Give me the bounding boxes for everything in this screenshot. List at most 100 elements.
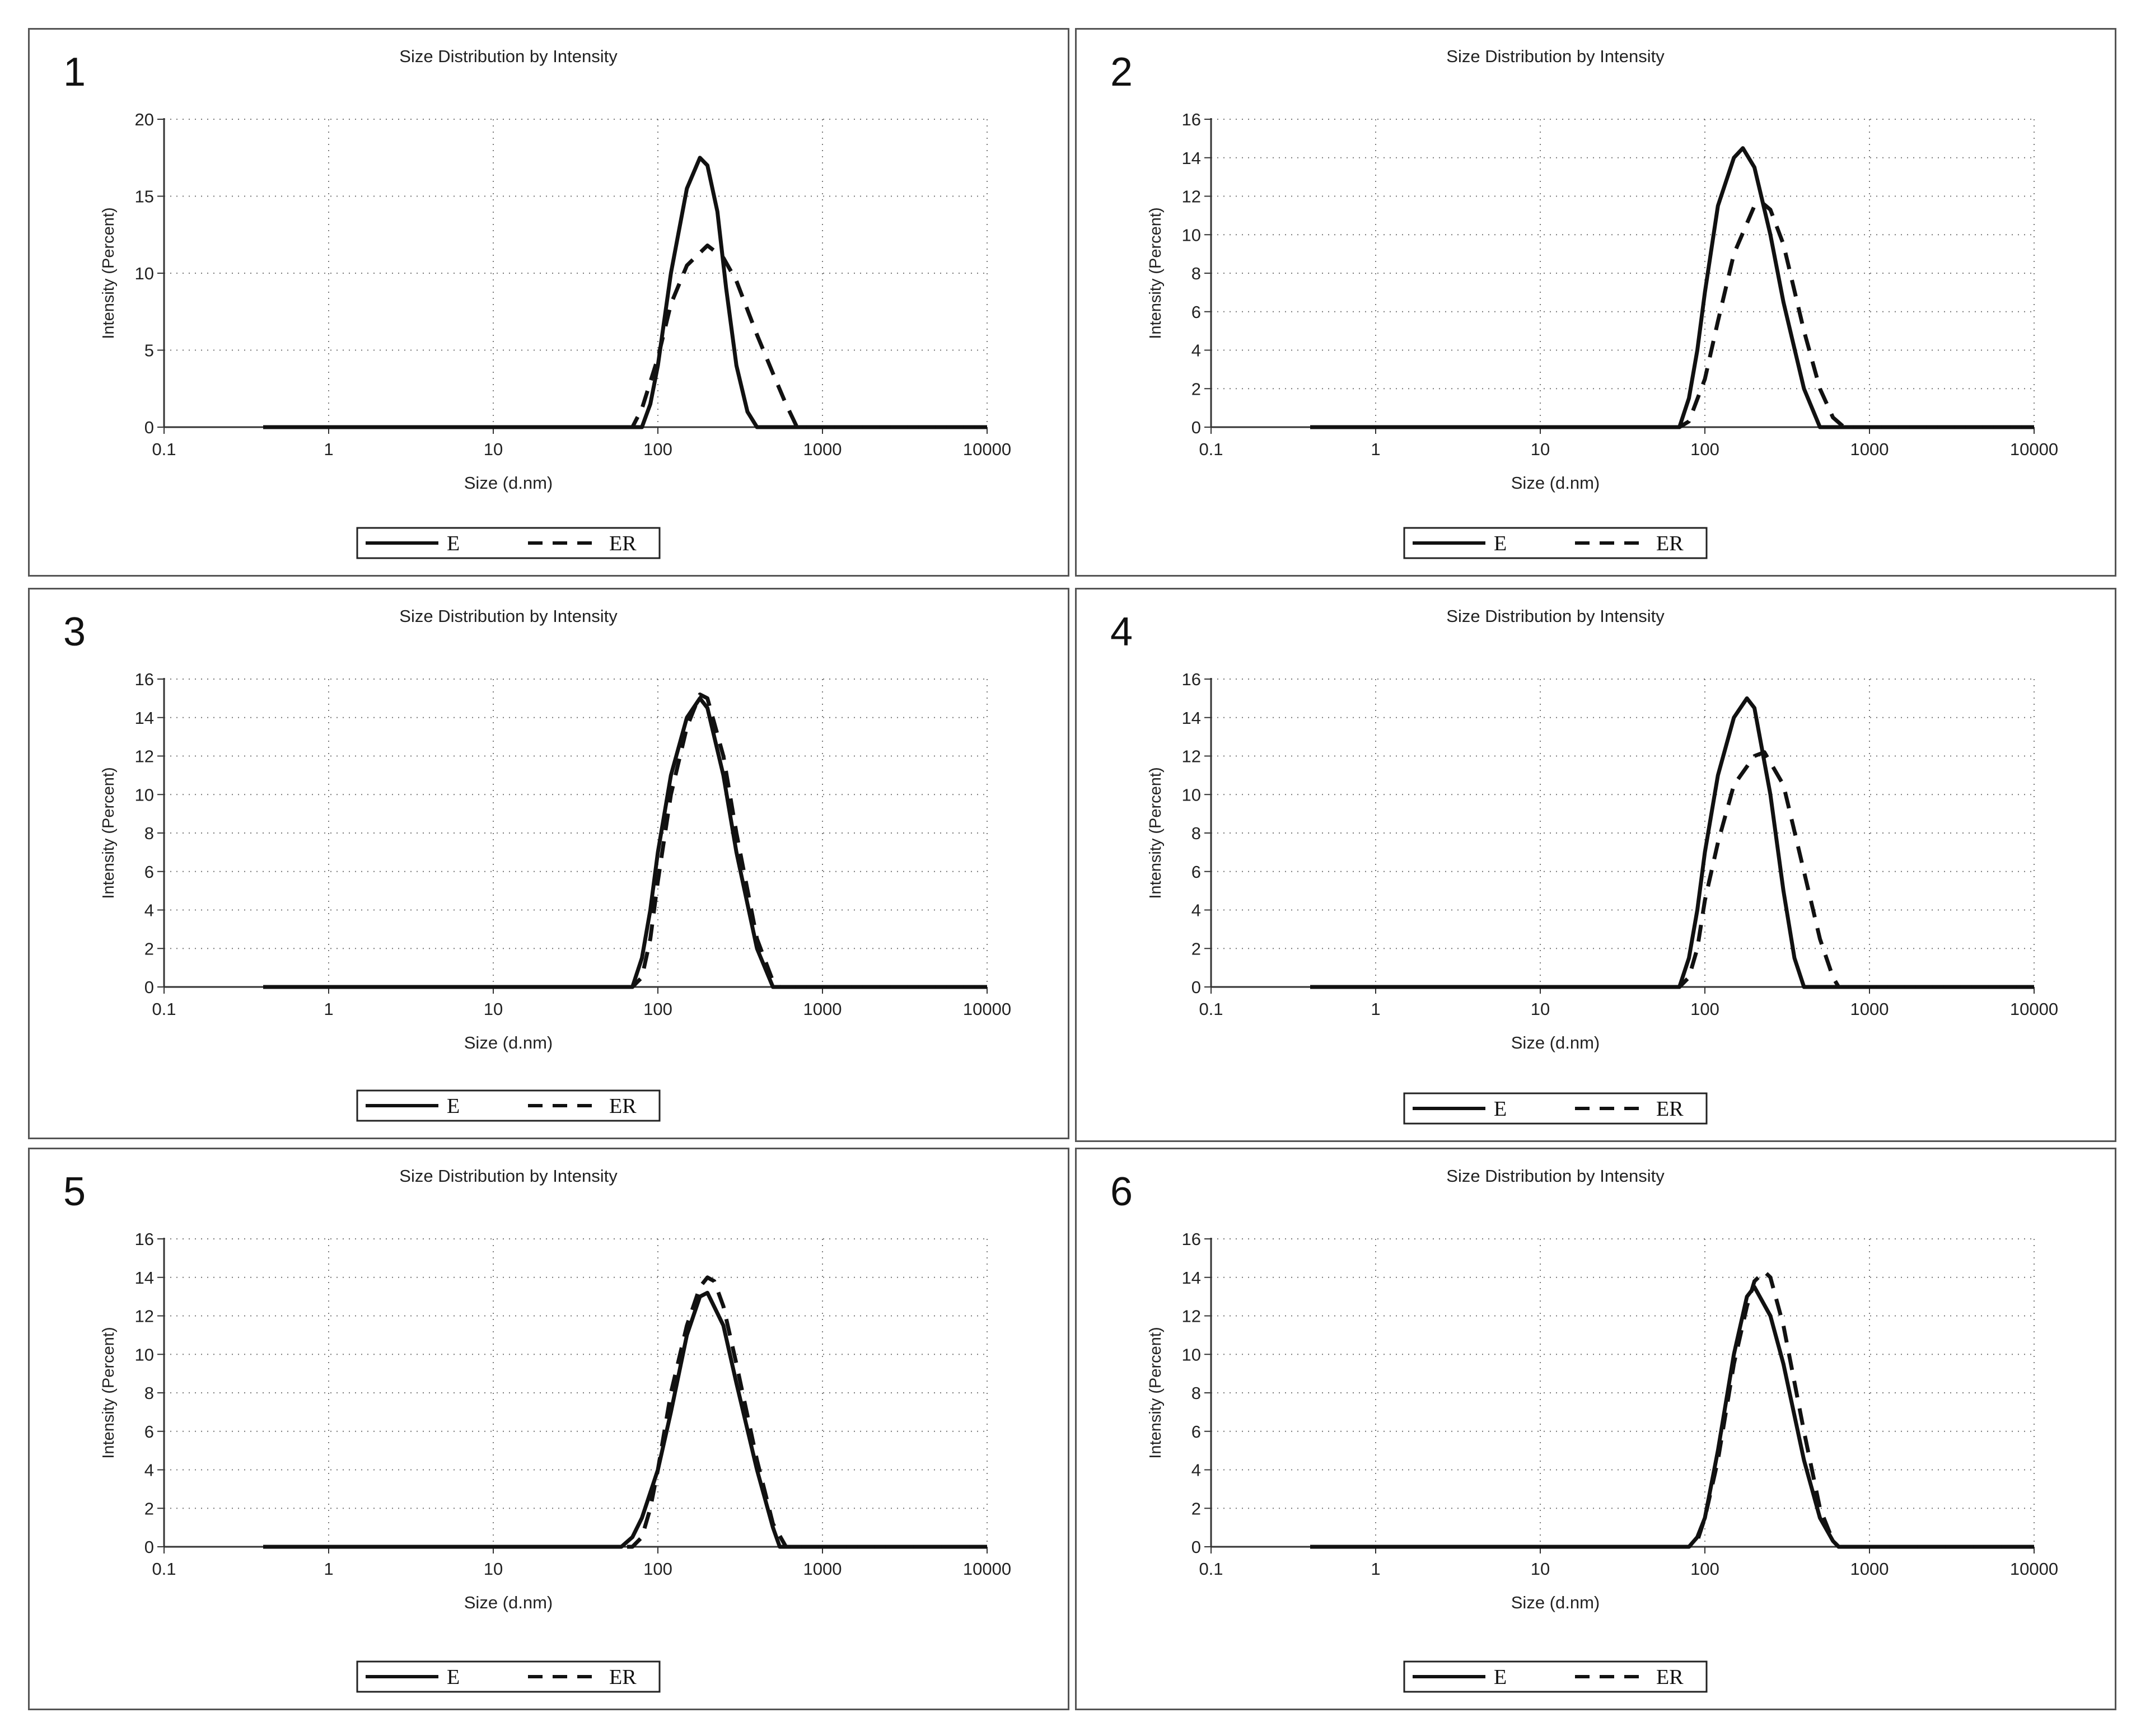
y-tick-label: 6 xyxy=(144,1422,154,1442)
series-line-ER xyxy=(1310,750,2034,989)
legend-label-ER: ER xyxy=(1656,532,1684,555)
x-tick-label: 1000 xyxy=(1850,1559,1889,1579)
chart-title: Size Distribution by Intensity xyxy=(399,606,618,626)
y-tick-label: 10 xyxy=(135,785,154,804)
y-tick-label: 14 xyxy=(135,708,154,728)
x-tick-label: 10 xyxy=(1531,439,1550,459)
legend-label-E: E xyxy=(1494,1097,1507,1121)
chart-svg: 3 Size Distribution by Intensity 0 2 4 6 8 10 12… xyxy=(63,606,1011,1122)
series-line-ER xyxy=(263,244,987,429)
x-tick-label: 1000 xyxy=(803,1559,842,1579)
x-axis-label: Size (d.nm) xyxy=(1511,1593,1600,1612)
y-tick-label: 6 xyxy=(1191,862,1201,882)
legend-label-ER: ER xyxy=(609,1665,637,1689)
legend-label-ER: ER xyxy=(609,532,637,555)
y-tick-label: 8 xyxy=(1191,823,1201,843)
x-tick-label: 10 xyxy=(484,1559,503,1579)
y-tick-label: 6 xyxy=(144,862,154,882)
chart-svg: 1 Size Distribution by Intensity 0 5 10 15 20 0… xyxy=(63,46,1011,559)
x-tick-label: 10000 xyxy=(2010,439,2058,459)
y-tick-label: 2 xyxy=(1191,1499,1201,1518)
panel-number: 6 xyxy=(1110,1169,1133,1214)
legend-label-E: E xyxy=(447,1665,460,1689)
y-axis-label: Intensity (Percent) xyxy=(1147,767,1165,899)
legend-label-E: E xyxy=(1494,532,1507,555)
x-axis-label: Size (d.nm) xyxy=(1511,473,1600,493)
x-tick-label: 1 xyxy=(1371,1559,1380,1579)
x-tick-label: 1 xyxy=(324,1559,333,1579)
x-axis-label: Size (d.nm) xyxy=(464,1033,553,1052)
x-tick-label: 1000 xyxy=(1850,999,1889,1019)
y-tick-label: 14 xyxy=(1182,708,1201,728)
y-tick-label: 12 xyxy=(135,1307,154,1326)
chart-title: Size Distribution by Intensity xyxy=(399,1166,618,1186)
chart-svg: 5 Size Distribution by Intensity 0 2 4 6 8 10 12… xyxy=(63,1166,1011,1693)
y-tick-label: 4 xyxy=(1191,901,1201,920)
x-tick-label: 10000 xyxy=(963,999,1011,1019)
y-tick-label: 15 xyxy=(135,187,154,207)
panel-number: 2 xyxy=(1110,50,1133,95)
y-tick-label: 0 xyxy=(144,977,154,997)
legend-label-ER: ER xyxy=(1656,1097,1684,1121)
y-tick-label: 16 xyxy=(1182,110,1201,129)
y-tick-label: 6 xyxy=(1191,302,1201,322)
y-tick-label: 16 xyxy=(1182,670,1201,689)
series-line-ER xyxy=(263,692,987,989)
chart-svg: 2 Size Distribution by Intensity 0 2 4 6 8 10 12… xyxy=(1110,46,2058,559)
y-tick-label: 4 xyxy=(144,1461,154,1480)
x-tick-label: 10000 xyxy=(2010,999,2058,1019)
x-tick-label: 100 xyxy=(1690,1559,1719,1579)
y-axis-label: Intensity (Percent) xyxy=(1147,1327,1165,1458)
x-tick-label: 0.1 xyxy=(1199,1559,1223,1579)
series-line-E xyxy=(1310,696,2034,989)
x-tick-label: 1 xyxy=(1371,999,1380,1019)
x-tick-label: 1 xyxy=(324,439,333,459)
y-tick-label: 8 xyxy=(144,1383,154,1403)
x-axis-label: Size (d.nm) xyxy=(1511,1033,1600,1052)
x-tick-label: 10 xyxy=(1531,1559,1550,1579)
x-tick-label: 1 xyxy=(324,999,333,1019)
y-tick-label: 6 xyxy=(1191,1422,1201,1442)
y-tick-label: 5 xyxy=(144,341,154,361)
chart-panel-4: 4 Size Distribution by Intensity 0 2 4 6 8 10 12… xyxy=(1075,588,2116,1142)
y-tick-label: 10 xyxy=(135,264,154,283)
x-tick-label: 1000 xyxy=(1850,439,1889,459)
legend-label-ER: ER xyxy=(609,1094,637,1118)
y-axis-label: Intensity (Percent) xyxy=(100,1327,118,1458)
y-axis-label: Intensity (Percent) xyxy=(1147,207,1165,339)
x-tick-label: 0.1 xyxy=(1199,439,1223,459)
x-tick-label: 10000 xyxy=(963,1559,1011,1579)
x-tick-label: 0.1 xyxy=(152,439,176,459)
chart-panel-2: 2 Size Distribution by Intensity 0 2 4 6 8 10 12… xyxy=(1075,28,2116,577)
x-tick-label: 100 xyxy=(1690,999,1719,1019)
x-axis-label: Size (d.nm) xyxy=(464,473,553,493)
y-tick-label: 12 xyxy=(135,747,154,766)
x-tick-label: 10 xyxy=(484,439,503,459)
series-line-ER xyxy=(1310,1269,2034,1549)
y-tick-label: 14 xyxy=(1182,148,1201,168)
y-tick-label: 16 xyxy=(135,1229,154,1249)
chart-title: Size Distribution by Intensity xyxy=(399,46,618,66)
x-tick-label: 100 xyxy=(643,439,672,459)
chart-svg: 6 Size Distribution by Intensity 0 2 4 6 8 10 12… xyxy=(1110,1166,2058,1693)
y-tick-label: 8 xyxy=(144,823,154,843)
y-tick-label: 16 xyxy=(135,670,154,689)
panel-number: 5 xyxy=(63,1169,86,1214)
y-tick-label: 10 xyxy=(1182,785,1201,804)
chart-panel-1: 1 Size Distribution by Intensity 0 5 10 15 20 0… xyxy=(28,28,1069,577)
chart-panel-6: 6 Size Distribution by Intensity 0 2 4 6 8 10 12… xyxy=(1075,1148,2116,1710)
x-axis-label: Size (d.nm) xyxy=(464,1593,553,1612)
chart-panel-5: 5 Size Distribution by Intensity 0 2 4 6 8 10 12… xyxy=(28,1148,1069,1710)
series-line-ER xyxy=(1310,200,2034,429)
legend-label-E: E xyxy=(1494,1665,1507,1689)
y-tick-label: 14 xyxy=(135,1268,154,1288)
y-tick-label: 16 xyxy=(1182,1229,1201,1249)
x-tick-label: 10 xyxy=(484,999,503,1019)
y-axis-label: Intensity (Percent) xyxy=(100,207,118,339)
legend-label-E: E xyxy=(447,1094,460,1118)
y-tick-label: 4 xyxy=(1191,341,1201,361)
x-tick-label: 1000 xyxy=(803,439,842,459)
x-tick-label: 100 xyxy=(1690,439,1719,459)
y-tick-label: 2 xyxy=(144,939,154,958)
y-tick-label: 2 xyxy=(144,1499,154,1518)
